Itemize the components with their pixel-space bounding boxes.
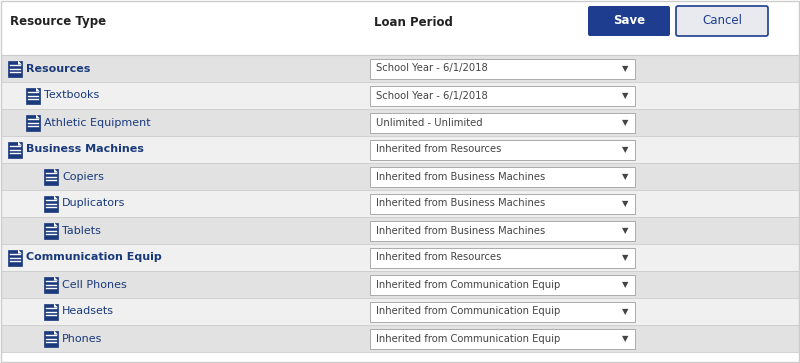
Text: Copiers: Copiers xyxy=(62,171,104,182)
FancyBboxPatch shape xyxy=(1,217,799,244)
FancyBboxPatch shape xyxy=(1,82,799,109)
FancyBboxPatch shape xyxy=(8,249,22,265)
Text: Cancel: Cancel xyxy=(702,15,742,28)
Text: Save: Save xyxy=(613,15,645,28)
FancyBboxPatch shape xyxy=(370,86,635,106)
FancyBboxPatch shape xyxy=(1,163,799,190)
Text: Unlimited - Unlimited: Unlimited - Unlimited xyxy=(376,118,482,127)
FancyBboxPatch shape xyxy=(1,190,799,217)
FancyBboxPatch shape xyxy=(370,220,635,241)
FancyBboxPatch shape xyxy=(370,302,635,322)
Text: ▼: ▼ xyxy=(622,172,628,181)
Text: Loan Period: Loan Period xyxy=(374,16,453,29)
FancyBboxPatch shape xyxy=(370,139,635,159)
FancyBboxPatch shape xyxy=(8,142,22,158)
Text: ▼: ▼ xyxy=(622,91,628,100)
Text: Inherited from Resources: Inherited from Resources xyxy=(376,253,502,262)
Polygon shape xyxy=(54,277,58,281)
Text: School Year - 6/1/2018: School Year - 6/1/2018 xyxy=(376,90,488,101)
FancyBboxPatch shape xyxy=(588,6,670,36)
Text: Tablets: Tablets xyxy=(62,225,101,236)
FancyBboxPatch shape xyxy=(1,1,799,55)
Text: Communication Equip: Communication Equip xyxy=(26,253,162,262)
FancyBboxPatch shape xyxy=(370,193,635,213)
FancyBboxPatch shape xyxy=(8,61,22,77)
Text: ▼: ▼ xyxy=(622,226,628,235)
FancyBboxPatch shape xyxy=(1,136,799,163)
FancyBboxPatch shape xyxy=(1,298,799,325)
Text: Athletic Equipment: Athletic Equipment xyxy=(44,118,150,127)
Text: ▼: ▼ xyxy=(622,118,628,127)
Text: Inherited from Business Machines: Inherited from Business Machines xyxy=(376,199,546,208)
FancyBboxPatch shape xyxy=(26,87,40,103)
Text: ▼: ▼ xyxy=(622,253,628,262)
FancyBboxPatch shape xyxy=(44,168,58,184)
Polygon shape xyxy=(18,249,22,253)
Text: Textbooks: Textbooks xyxy=(44,90,99,101)
FancyBboxPatch shape xyxy=(1,271,799,298)
Text: Inherited from Business Machines: Inherited from Business Machines xyxy=(376,171,546,182)
FancyBboxPatch shape xyxy=(1,325,799,352)
Polygon shape xyxy=(18,142,22,146)
Text: Headsets: Headsets xyxy=(62,306,114,317)
Polygon shape xyxy=(36,114,40,118)
FancyBboxPatch shape xyxy=(370,113,635,132)
Polygon shape xyxy=(54,196,58,200)
FancyBboxPatch shape xyxy=(676,6,768,36)
Text: Inherited from Communication Equip: Inherited from Communication Equip xyxy=(376,306,560,317)
FancyBboxPatch shape xyxy=(370,167,635,187)
Polygon shape xyxy=(54,303,58,307)
Polygon shape xyxy=(54,168,58,172)
FancyBboxPatch shape xyxy=(44,277,58,293)
Text: Resources: Resources xyxy=(26,64,90,73)
Polygon shape xyxy=(18,61,22,65)
Text: Duplicators: Duplicators xyxy=(62,199,126,208)
Text: Inherited from Business Machines: Inherited from Business Machines xyxy=(376,225,546,236)
Polygon shape xyxy=(54,223,58,227)
FancyBboxPatch shape xyxy=(44,223,58,238)
FancyBboxPatch shape xyxy=(44,303,58,319)
FancyBboxPatch shape xyxy=(370,274,635,294)
FancyBboxPatch shape xyxy=(1,109,799,136)
FancyBboxPatch shape xyxy=(44,330,58,347)
Text: Business Machines: Business Machines xyxy=(26,144,144,155)
FancyBboxPatch shape xyxy=(1,55,799,82)
FancyBboxPatch shape xyxy=(370,329,635,348)
Text: ▼: ▼ xyxy=(622,64,628,73)
FancyBboxPatch shape xyxy=(370,58,635,78)
Text: Cell Phones: Cell Phones xyxy=(62,280,126,290)
Text: Inherited from Communication Equip: Inherited from Communication Equip xyxy=(376,280,560,290)
FancyBboxPatch shape xyxy=(1,244,799,271)
Text: ▼: ▼ xyxy=(622,280,628,289)
FancyBboxPatch shape xyxy=(370,248,635,268)
Polygon shape xyxy=(36,87,40,91)
Text: Inherited from Communication Equip: Inherited from Communication Equip xyxy=(376,334,560,343)
FancyBboxPatch shape xyxy=(44,196,58,212)
Polygon shape xyxy=(54,330,58,334)
Text: Resource Type: Resource Type xyxy=(10,16,106,29)
Text: ▼: ▼ xyxy=(622,145,628,154)
Text: ▼: ▼ xyxy=(622,307,628,316)
Text: ▼: ▼ xyxy=(622,334,628,343)
Text: Inherited from Resources: Inherited from Resources xyxy=(376,144,502,155)
Text: School Year - 6/1/2018: School Year - 6/1/2018 xyxy=(376,64,488,73)
FancyBboxPatch shape xyxy=(26,114,40,131)
Text: ▼: ▼ xyxy=(622,199,628,208)
Text: Phones: Phones xyxy=(62,334,102,343)
